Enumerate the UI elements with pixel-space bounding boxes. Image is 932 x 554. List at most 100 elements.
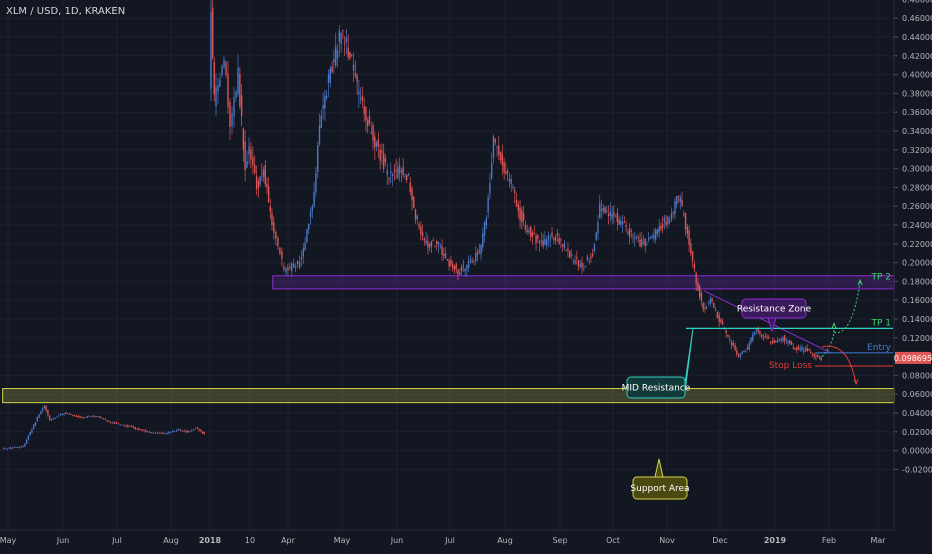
candle [15, 447, 17, 449]
candle-body [198, 429, 200, 431]
candle-body [117, 423, 120, 425]
candle [434, 244, 436, 248]
candle [683, 210, 685, 217]
candle-body [354, 73, 357, 77]
candle-body [785, 338, 788, 340]
candle [637, 234, 639, 243]
candle [625, 220, 627, 233]
candle-body [537, 235, 539, 239]
candle [453, 264, 456, 274]
trendline[interactable] [703, 290, 831, 354]
candle-body [101, 417, 103, 419]
candle [183, 429, 185, 432]
candle [482, 227, 484, 252]
candle-body [358, 91, 360, 95]
candle-body [658, 226, 660, 233]
candle [356, 72, 358, 95]
candle-body [384, 158, 387, 163]
candle-body [255, 176, 258, 190]
candle-body [356, 74, 358, 82]
candle-body [65, 412, 67, 414]
candle-body [347, 47, 349, 58]
candle [104, 418, 106, 420]
x-tick-label: Jun [56, 536, 70, 545]
candle-body [170, 432, 172, 433]
candle [160, 432, 162, 435]
candle-body [407, 173, 410, 175]
support-area-label[interactable]: Support Area [630, 458, 690, 500]
candle [803, 346, 805, 355]
candle [123, 424, 125, 427]
candle [423, 237, 426, 246]
time-axis[interactable]: May Jun Jul Aug 2018 10 Apr May Jun Jul Aug Sep Oct N… [0, 536, 886, 545]
candle [718, 311, 720, 328]
candle [358, 79, 360, 108]
candle [121, 424, 123, 426]
candle-body [33, 424, 35, 429]
candle [804, 345, 807, 353]
candle-body [68, 413, 70, 415]
candle [146, 430, 149, 433]
tp2-projection-path [833, 282, 861, 334]
grid-layer [0, 0, 894, 530]
candle [177, 428, 180, 431]
candle-body [414, 209, 417, 220]
candle [179, 429, 182, 432]
candle [315, 167, 317, 197]
candle [404, 173, 406, 180]
candle-body [246, 161, 248, 168]
candle-body [106, 420, 108, 422]
candle-body [374, 136, 376, 148]
price-axis[interactable]: 0.5200000.5000000.4800000.4600000.440000… [894, 0, 932, 474]
candle [61, 413, 63, 416]
candle-body [614, 216, 617, 217]
candle-body [110, 422, 112, 423]
candle-body [572, 259, 574, 261]
mid-resistance-label[interactable]: MID Resistance [622, 328, 694, 399]
candle-body [411, 188, 413, 201]
candle-body [233, 97, 235, 117]
support-area-box[interactable] [2, 388, 895, 404]
candle-body [40, 411, 42, 415]
candle [540, 232, 543, 247]
candle [443, 247, 445, 260]
resistance-zone-label[interactable]: Resistance Zone [737, 298, 812, 333]
candle-body [799, 348, 801, 350]
candle [464, 268, 466, 277]
candle-body [160, 432, 162, 434]
candle-body [542, 240, 544, 247]
annotation-labels-layer: Resistance Zone MID Resistance Support Are… [622, 273, 892, 500]
candle-body [244, 141, 246, 171]
candle-body [459, 272, 461, 275]
candle [480, 243, 482, 261]
candle-body [273, 221, 275, 233]
candle-body [674, 201, 676, 215]
candle [225, 61, 227, 79]
candle-body [370, 132, 372, 134]
candle [329, 65, 331, 88]
candle [759, 330, 761, 337]
candle [90, 416, 92, 418]
candle [9, 446, 12, 450]
candle-body [326, 95, 328, 98]
candle [554, 234, 557, 245]
candle [370, 121, 372, 135]
candle-body [711, 297, 713, 302]
candle [794, 347, 796, 350]
candle [427, 234, 429, 255]
candle [771, 337, 774, 345]
candle [261, 163, 263, 182]
candle [145, 429, 147, 433]
candle [173, 430, 176, 433]
candle-body [192, 429, 195, 431]
candle [70, 413, 72, 415]
candle [25, 438, 28, 445]
candle-body [483, 222, 486, 236]
x-tick-label: Nov [659, 536, 675, 545]
candle-body [576, 257, 578, 259]
resistance-zone-box[interactable] [272, 275, 895, 290]
candle-body [514, 190, 516, 194]
candle-body [471, 261, 473, 263]
candle-body [721, 321, 724, 325]
